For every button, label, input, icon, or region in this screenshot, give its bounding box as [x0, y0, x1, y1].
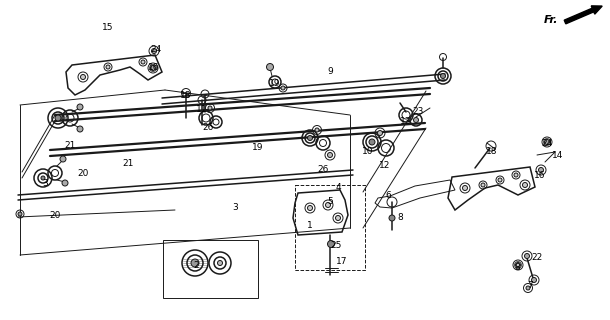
- Circle shape: [267, 63, 273, 70]
- Text: Fr.: Fr.: [544, 15, 558, 25]
- Circle shape: [328, 153, 332, 157]
- Bar: [163, 240, 258, 298]
- Text: 14: 14: [552, 150, 564, 159]
- Circle shape: [515, 262, 520, 268]
- Text: 22: 22: [531, 253, 543, 262]
- Text: 21: 21: [64, 140, 76, 149]
- Circle shape: [77, 104, 83, 110]
- Circle shape: [531, 277, 537, 283]
- Text: 15: 15: [102, 23, 113, 33]
- Text: 8: 8: [514, 262, 520, 271]
- Text: 10: 10: [362, 148, 374, 156]
- Text: 11: 11: [196, 106, 208, 115]
- Circle shape: [55, 115, 61, 121]
- Text: 16: 16: [148, 63, 160, 73]
- Text: 3: 3: [232, 204, 238, 212]
- Text: 13: 13: [400, 117, 412, 126]
- Circle shape: [481, 183, 485, 187]
- Circle shape: [414, 117, 418, 123]
- Text: 17: 17: [336, 258, 348, 267]
- Bar: [295, 185, 365, 270]
- Circle shape: [281, 86, 285, 90]
- Circle shape: [307, 135, 312, 140]
- Circle shape: [525, 253, 529, 259]
- Text: 24: 24: [151, 45, 162, 54]
- Circle shape: [326, 203, 331, 207]
- Circle shape: [514, 173, 518, 177]
- Text: 12: 12: [379, 161, 390, 170]
- Circle shape: [369, 139, 375, 145]
- Circle shape: [307, 205, 312, 211]
- Circle shape: [81, 75, 85, 79]
- Circle shape: [218, 260, 223, 266]
- Circle shape: [62, 180, 68, 186]
- FancyArrow shape: [564, 6, 602, 24]
- Circle shape: [208, 106, 212, 110]
- Circle shape: [378, 131, 382, 135]
- Circle shape: [523, 182, 528, 188]
- Text: 3: 3: [42, 179, 48, 188]
- Circle shape: [389, 215, 395, 221]
- Circle shape: [41, 176, 45, 180]
- Text: 23: 23: [412, 108, 424, 116]
- Circle shape: [151, 66, 156, 70]
- Circle shape: [106, 65, 110, 69]
- Text: 20: 20: [77, 169, 88, 178]
- Circle shape: [545, 140, 550, 145]
- Text: 25: 25: [330, 241, 342, 250]
- Circle shape: [336, 215, 340, 220]
- Text: 26: 26: [203, 124, 214, 132]
- Text: 20: 20: [49, 211, 60, 220]
- Text: 18: 18: [180, 91, 192, 100]
- Text: 6: 6: [385, 190, 391, 199]
- Circle shape: [498, 178, 502, 182]
- Circle shape: [141, 60, 145, 64]
- Text: 9: 9: [327, 68, 333, 76]
- Text: 4: 4: [335, 182, 341, 191]
- Text: 21: 21: [123, 158, 134, 167]
- Text: 19: 19: [269, 78, 281, 87]
- Circle shape: [539, 167, 544, 172]
- Text: 24: 24: [542, 139, 553, 148]
- Text: 1: 1: [307, 220, 313, 229]
- Text: 5: 5: [327, 197, 333, 206]
- Text: 7: 7: [527, 281, 533, 290]
- Circle shape: [328, 241, 334, 247]
- Circle shape: [18, 212, 22, 216]
- Circle shape: [60, 156, 66, 162]
- Text: 19: 19: [253, 143, 264, 153]
- Circle shape: [191, 259, 199, 267]
- Circle shape: [151, 49, 157, 53]
- Text: 8: 8: [397, 213, 403, 222]
- Text: 18: 18: [486, 148, 498, 156]
- Circle shape: [440, 74, 445, 78]
- Text: 26: 26: [317, 165, 329, 174]
- Circle shape: [526, 286, 530, 290]
- Circle shape: [77, 126, 83, 132]
- Text: 16: 16: [534, 171, 546, 180]
- Circle shape: [315, 128, 319, 132]
- Text: 2: 2: [193, 260, 199, 269]
- Circle shape: [462, 186, 467, 190]
